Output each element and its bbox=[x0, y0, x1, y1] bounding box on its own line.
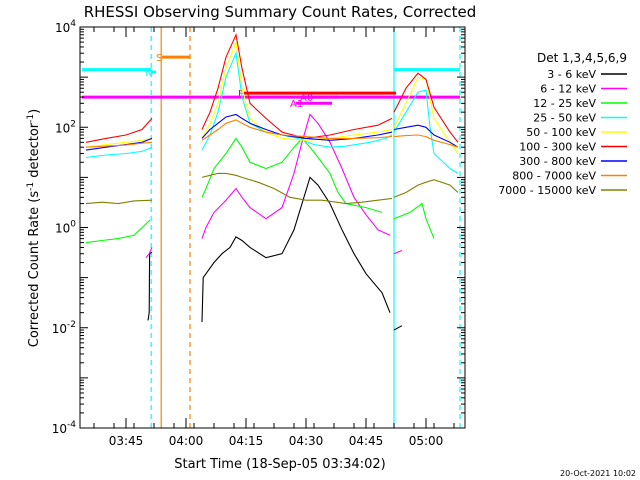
flag-label-s: S bbox=[156, 53, 162, 64]
y-tick-label: 102 bbox=[55, 119, 76, 135]
x-tick-label: 04:15 bbox=[229, 434, 264, 448]
series-line-8-segment-1 bbox=[85, 141, 153, 148]
flag-label-f: F bbox=[238, 89, 244, 100]
series-line-5-segment-1 bbox=[85, 137, 153, 148]
series-line-6-segment-3 bbox=[393, 72, 459, 143]
series-line-8-segment-2 bbox=[201, 119, 393, 141]
flag-label-a1: A1 bbox=[290, 99, 303, 110]
x-axis: 03:45 04:00 04:15 04:30 04:45 05:00 bbox=[93, 27, 455, 448]
series-line-1-segment-2 bbox=[201, 176, 391, 323]
flag-label-n: N bbox=[145, 68, 152, 79]
x-tick-label: 03:45 bbox=[109, 434, 144, 448]
series-line-2-segment-3 bbox=[393, 249, 403, 255]
x-tick-label: 04:30 bbox=[289, 434, 324, 448]
flag-label-a0: A0 bbox=[300, 93, 313, 104]
series-line-7-segment-3 bbox=[393, 124, 459, 148]
legend-label-3: 12 - 25 keV bbox=[533, 97, 596, 110]
x-tick-label: 05:00 bbox=[409, 434, 444, 448]
legend-label-5: 50 - 100 keV bbox=[526, 126, 596, 139]
legend-label-7: 300 - 800 keV bbox=[519, 155, 596, 168]
y-tick-label: 10-4 bbox=[52, 420, 77, 436]
legend-label-1: 3 - 6 keV bbox=[547, 68, 596, 81]
series-line-5-segment-2 bbox=[201, 41, 393, 141]
legend-label-2: 6 - 12 keV bbox=[540, 83, 596, 96]
series-line-9-segment-1 bbox=[85, 199, 153, 205]
x-tick-label: 04:00 bbox=[169, 434, 204, 448]
series-line-9-segment-2 bbox=[201, 172, 393, 205]
legend-label-4: 25 - 50 keV bbox=[533, 112, 596, 125]
y-tick-label: 100 bbox=[55, 220, 76, 236]
legend-title: Det 1,3,4,5,6,9 bbox=[537, 51, 627, 65]
y-tick-label: 104 bbox=[55, 19, 76, 35]
series-line-3-segment-1 bbox=[85, 219, 151, 244]
series-line-4-segment-1 bbox=[85, 146, 153, 158]
x-tick-label: 04:45 bbox=[349, 434, 384, 448]
chart-title: RHESSI Observing Summary Count Rates, Co… bbox=[84, 3, 477, 21]
x-axis-label: Start Time (18-Sep-05 03:34:02) bbox=[174, 457, 385, 472]
series-line-3-segment-2 bbox=[201, 137, 383, 213]
series-line-2-segment-2 bbox=[201, 113, 391, 239]
y-tick-label: 10-2 bbox=[52, 320, 76, 336]
series-line-2-segment-1 bbox=[145, 247, 153, 259]
series-line-3-segment-3 bbox=[393, 202, 435, 239]
series-line-4-segment-3 bbox=[393, 89, 459, 174]
legend-label-9: 7000 - 15000 keV bbox=[498, 184, 596, 197]
series-line-6-segment-2 bbox=[201, 32, 393, 139]
series-line-8-segment-3 bbox=[393, 134, 459, 148]
series-line-1-segment-3 bbox=[393, 325, 403, 331]
footer-date: 20-Oct-2021 10:02 bbox=[560, 469, 636, 478]
y-axis: 10-4 10-2 100 102 104 bbox=[52, 19, 465, 436]
legend-label-8: 800 - 7000 keV bbox=[512, 170, 596, 183]
legend-label-6: 100 - 300 keV bbox=[519, 141, 596, 154]
series-line-6-segment-1 bbox=[85, 118, 153, 143]
series-line-1-segment-1 bbox=[147, 251, 153, 321]
y-axis-label: Corrected Count Rate (s-1 detector-1) bbox=[26, 109, 42, 347]
series-line-9-segment-3 bbox=[393, 179, 459, 198]
